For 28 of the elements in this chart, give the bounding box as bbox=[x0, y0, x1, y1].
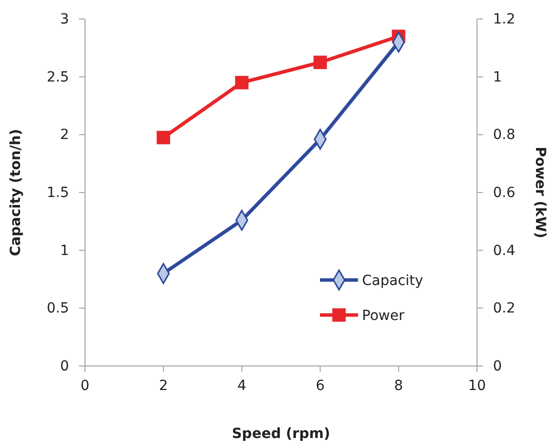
y2-axis-title: Power (kW) bbox=[532, 146, 548, 238]
legend-label: Capacity bbox=[362, 273, 424, 289]
y-tick-label: 0 bbox=[60, 358, 69, 374]
point bbox=[235, 76, 249, 90]
y-tick-label: 3 bbox=[60, 11, 69, 28]
x-tick-label: 6 bbox=[316, 378, 325, 394]
y-axis-title: Capacity (ton/h) bbox=[8, 128, 24, 256]
y2-tick-label: 1.2 bbox=[493, 11, 516, 28]
y2-tick-label: 0.4 bbox=[493, 242, 516, 259]
y-tick-label: 1 bbox=[60, 242, 69, 259]
y2-tick-label: 0 bbox=[493, 358, 502, 374]
x-axis-title: Speed (rpm) bbox=[232, 426, 330, 442]
y2-tick-label: 0.8 bbox=[493, 127, 516, 144]
x-tick-label: 0 bbox=[80, 378, 90, 394]
y-tick-label: 1.5 bbox=[46, 184, 69, 201]
x-tick-label: 2 bbox=[158, 378, 168, 394]
y-tick-label: 2 bbox=[60, 127, 69, 144]
legend-label: Power bbox=[362, 308, 405, 324]
y-tick-label: 0.5 bbox=[46, 300, 69, 317]
point bbox=[313, 56, 327, 70]
y-tick-label: 2.5 bbox=[46, 69, 69, 86]
y2-tick-label: 0.2 bbox=[493, 300, 516, 317]
y2-tick-label: 0.6 bbox=[493, 184, 516, 201]
x-tick-label: 8 bbox=[394, 378, 404, 394]
x-tick-label: 4 bbox=[237, 378, 246, 394]
point bbox=[156, 130, 170, 144]
x-tick-label: 10 bbox=[468, 378, 486, 394]
y2-tick-label: 1 bbox=[493, 69, 502, 86]
